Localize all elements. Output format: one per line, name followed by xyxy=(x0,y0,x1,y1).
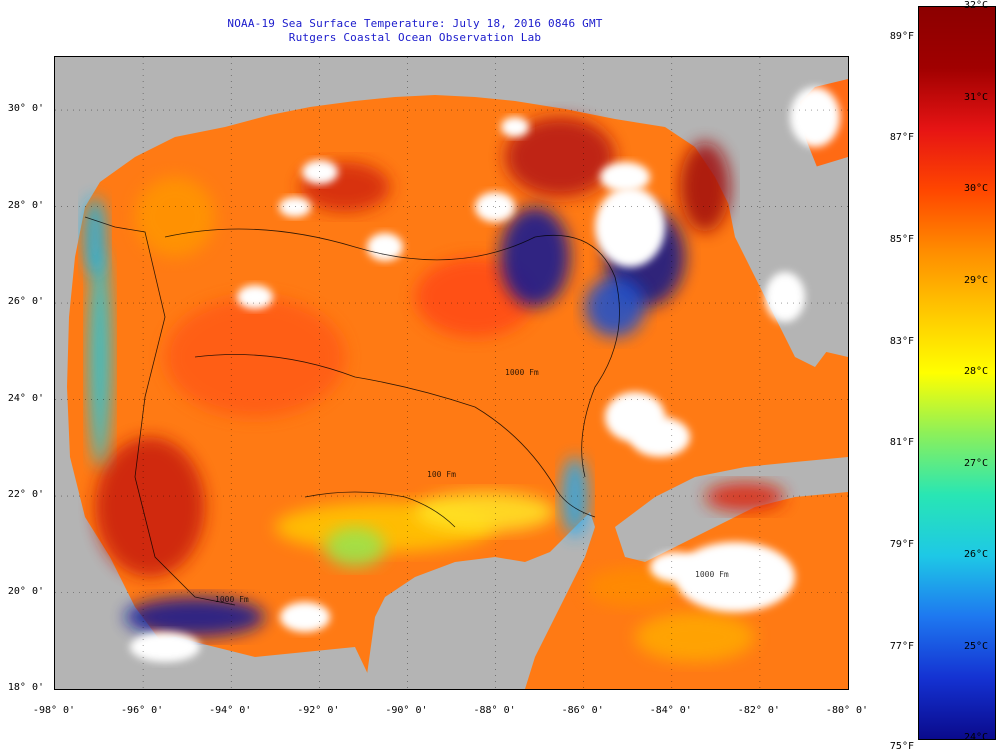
longitude-tick-label: -90° 0' xyxy=(385,705,428,716)
graticule xyxy=(55,57,848,689)
celsius-label: 28°C xyxy=(963,366,989,377)
temperature-blob xyxy=(585,277,645,337)
map-title: NOAA-19 Sea Surface Temperature: July 18… xyxy=(227,17,603,30)
latitude-tick-label: 24° 0' xyxy=(7,392,44,404)
fahrenheit-label: 87°F xyxy=(889,132,914,144)
celsius-label: 25°C xyxy=(963,640,989,652)
depth-contour-line xyxy=(194,354,596,518)
cloud-patch xyxy=(280,602,330,632)
cloud-patch xyxy=(675,542,795,612)
cloud-patch xyxy=(600,162,650,192)
cloud-patch xyxy=(595,187,665,267)
celsius-label: 30°C xyxy=(963,183,989,194)
celsius-label: 26°C xyxy=(963,549,989,560)
fahrenheit-label: 79°F xyxy=(889,538,914,550)
latitude-tick-label: 26° 0' xyxy=(7,296,44,308)
contour-label: 1000 Fm xyxy=(215,595,249,604)
cloud-patch xyxy=(765,272,805,322)
temperature-blob xyxy=(135,177,215,257)
latitude-tick-label: 18° 0' xyxy=(7,682,44,693)
sst-map-canvas: 100 Fm 1000 Fm 1000 Fm 1000 Fm xyxy=(55,57,848,689)
longitude-tick-label: -86° 0' xyxy=(561,705,604,716)
celsius-label: 27°C xyxy=(963,457,989,469)
yucatan-peninsula xyxy=(365,512,595,689)
temperature-blob xyxy=(83,197,107,277)
longitude-tick-label: -96° 0' xyxy=(121,705,164,716)
depth-contour-line xyxy=(164,228,620,478)
cloud-patch xyxy=(475,192,515,222)
cloud-patch xyxy=(650,552,700,582)
temperature-blob xyxy=(505,117,615,197)
celsius-label: 32°C xyxy=(963,0,989,11)
temperature-blob xyxy=(635,612,755,662)
cloud-patch xyxy=(302,160,338,184)
temperature-blob xyxy=(705,482,785,512)
temperature-blob xyxy=(165,297,345,417)
temperature-blob xyxy=(95,437,205,577)
longitude-tick-label: -88° 0' xyxy=(473,705,516,716)
map-subtitle: Rutgers Coastal Ocean Observation Lab xyxy=(288,31,542,44)
celsius-label: 24°C xyxy=(963,732,989,743)
temperature-blob xyxy=(88,247,112,467)
latitude-tick-label: 30° 0' xyxy=(7,103,44,115)
celsius-label: 29°C xyxy=(963,274,989,286)
temperature-blob xyxy=(561,457,589,537)
longitude-tick-label: -92° 0' xyxy=(297,705,340,716)
celsius-label: 31°C xyxy=(963,91,989,103)
latitude-tick-label: 20° 0' xyxy=(7,585,44,597)
temperature-blob xyxy=(325,527,385,567)
temperature-blob xyxy=(680,142,730,232)
cloud-patch xyxy=(790,87,840,147)
fahrenheit-label: 89°F xyxy=(889,30,914,42)
cloud-patch xyxy=(630,417,690,457)
longitude-tick-label: -80° 0' xyxy=(825,705,869,716)
depth-contour-line xyxy=(304,491,456,528)
depth-contour-line xyxy=(84,216,236,606)
fahrenheit-label: 83°F xyxy=(889,335,914,347)
temperature-blob xyxy=(500,207,570,307)
cloud-patch xyxy=(279,197,311,217)
cloud-patch xyxy=(367,233,403,261)
contour-label: 100 Fm xyxy=(427,470,456,479)
cloud-cover xyxy=(130,87,840,662)
cloud-patch xyxy=(130,632,200,662)
bathymetry-contours: 100 Fm 1000 Fm 1000 Fm 1000 Fm xyxy=(84,216,729,606)
latitude-tick-label: 22° 0' xyxy=(7,489,44,501)
temperature-blob xyxy=(125,597,265,637)
contour-label: 1000 Fm xyxy=(695,570,729,579)
florida-peninsula xyxy=(715,57,848,367)
latitude-tick-label: 28° 0' xyxy=(7,199,44,211)
longitude-tick-label: -94° 0' xyxy=(209,705,252,716)
fahrenheit-label: 77°F xyxy=(889,640,914,652)
cloud-patch xyxy=(501,117,529,137)
fahrenheit-label: 85°F xyxy=(889,233,914,245)
contour-label: 1000 Fm xyxy=(505,368,539,377)
sst-map[interactable]: 100 Fm 1000 Fm 1000 Fm 1000 Fm xyxy=(54,56,849,690)
fahrenheit-label: 81°F xyxy=(889,437,914,449)
cloud-patch xyxy=(237,285,273,309)
longitude-tick-label: -98° 0' xyxy=(32,705,76,716)
temperature-colorbar xyxy=(918,6,996,740)
longitude-tick-label: -84° 0' xyxy=(649,705,692,716)
longitude-tick-label: -82° 0' xyxy=(737,705,780,716)
fahrenheit-label: 75°F xyxy=(889,741,914,752)
